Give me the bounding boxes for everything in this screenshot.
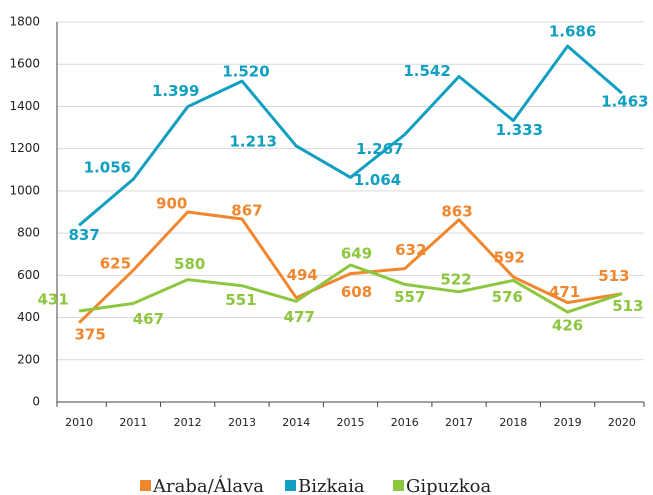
- value-label: 1.213: [230, 132, 277, 150]
- value-label: 477: [284, 308, 315, 326]
- x-tick-label: 2016: [391, 416, 419, 429]
- value-label: 576: [492, 288, 523, 306]
- legend-swatch: [140, 480, 151, 491]
- legend-label: Bizkaia: [298, 476, 365, 495]
- x-tick-label: 2019: [554, 416, 582, 429]
- value-label: 494: [287, 266, 318, 284]
- value-label: 625: [100, 255, 131, 273]
- value-label: 580: [174, 255, 205, 273]
- x-tick-label: 2011: [119, 416, 147, 429]
- value-label: 900: [156, 195, 187, 213]
- value-label: 1.333: [496, 121, 543, 139]
- value-label: 467: [133, 310, 164, 328]
- legend-label: Araba/Álava: [152, 474, 264, 495]
- value-label: 431: [37, 291, 68, 309]
- value-label: 375: [74, 325, 105, 343]
- x-tick-label: 2012: [174, 416, 202, 429]
- value-label: 863: [441, 202, 472, 220]
- legend-swatch: [285, 480, 296, 491]
- x-tick-label: 2014: [282, 416, 310, 429]
- value-label: 608: [341, 283, 372, 301]
- x-tick-label: 2020: [608, 416, 636, 429]
- value-label: 1.056: [84, 159, 131, 177]
- value-label: 867: [231, 201, 262, 219]
- y-tick-label: 800: [17, 226, 40, 240]
- y-tick-label: 1800: [9, 15, 40, 29]
- value-label: 592: [494, 249, 525, 267]
- value-label: 513: [612, 297, 643, 315]
- legend-swatch: [393, 480, 404, 491]
- value-label: 1.267: [356, 140, 403, 158]
- x-tick-label: 2013: [228, 416, 256, 429]
- value-label: 426: [552, 317, 583, 335]
- y-tick-label: 0: [32, 395, 40, 409]
- x-tick-label: 2010: [65, 416, 93, 429]
- value-label: 557: [394, 288, 425, 306]
- x-tick-label: 2017: [445, 416, 473, 429]
- value-label: 649: [341, 244, 372, 262]
- value-label: 522: [440, 270, 471, 288]
- legend-label: Gipuzkoa: [406, 476, 491, 495]
- value-label: 1.542: [403, 62, 450, 80]
- value-label: 632: [395, 241, 426, 259]
- series-line: [78, 210, 623, 324]
- value-label: 471: [549, 283, 580, 301]
- value-label: 551: [225, 291, 256, 309]
- y-tick-label: 1200: [9, 141, 40, 155]
- x-tick-label: 2015: [337, 416, 365, 429]
- y-tick-label: 1600: [9, 57, 40, 71]
- y-tick-label: 400: [17, 310, 40, 324]
- series-line: [78, 263, 623, 314]
- value-label: 1.463: [601, 93, 648, 111]
- y-tick-label: 600: [17, 268, 40, 282]
- value-label: 1.686: [549, 23, 596, 41]
- value-label: 837: [68, 226, 99, 244]
- value-label: 513: [598, 267, 629, 285]
- value-label: 1.064: [354, 171, 401, 189]
- x-tick-label: 2018: [499, 416, 527, 429]
- y-tick-label: 1400: [9, 99, 40, 113]
- series-line: [78, 44, 623, 227]
- y-tick-label: 1000: [9, 183, 40, 197]
- value-label: 1.520: [222, 63, 269, 81]
- value-label: 1.399: [152, 82, 199, 100]
- y-tick-label: 200: [17, 352, 40, 366]
